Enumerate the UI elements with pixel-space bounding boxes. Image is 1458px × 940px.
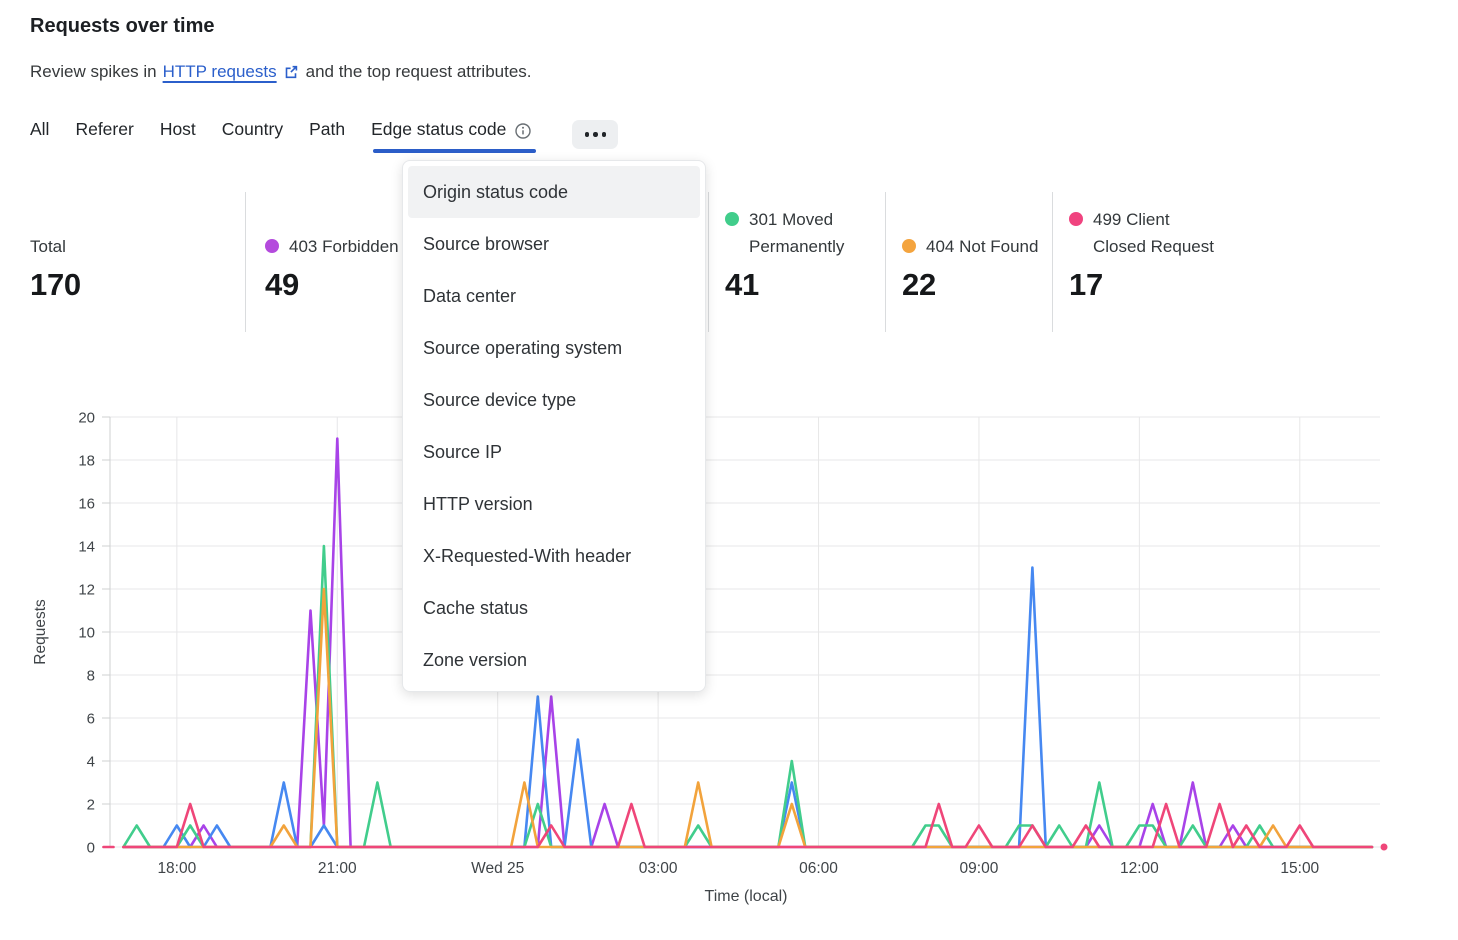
menu-item-data-center[interactable]: Data center — [423, 286, 517, 306]
external-link-icon[interactable] — [283, 64, 299, 80]
stat-value: 17 — [1069, 267, 1103, 302]
tab-label: Path — [309, 119, 346, 139]
stat-404-not-found: 404 Not Found 22 — [902, 205, 1096, 303]
y-tick-label: 0 — [87, 840, 95, 857]
x-tick-label: 21:00 — [318, 860, 357, 877]
y-tick-label: 8 — [87, 668, 95, 685]
y-tick-label: 12 — [78, 582, 95, 599]
x-tick-label: 09:00 — [960, 860, 999, 877]
y-tick-label: 16 — [78, 496, 95, 513]
legend-dot-499-client-closed-request — [1069, 212, 1083, 227]
tab-label: Country — [221, 119, 284, 139]
stat-value: 22 — [902, 267, 936, 302]
legend-dot-403-forbidden — [265, 238, 279, 253]
x-tick-label: 06:00 — [799, 860, 838, 877]
y-tick-label: 18 — [78, 453, 95, 470]
x-tick-label: 03:00 — [639, 860, 678, 877]
chart-gridlines — [102, 416, 1380, 848]
y-tick-label: 20 — [78, 410, 95, 427]
stat-499-client-closed-request: 499 Client Closed Request 17 — [1069, 205, 1221, 303]
stat-label-text: 499 Client Closed Request — [1093, 210, 1214, 256]
stats-divider — [708, 192, 709, 332]
http-requests-link[interactable]: HTTP requests — [162, 62, 277, 81]
tab-label: Edge status code — [371, 119, 507, 139]
tab-label: All — [30, 119, 50, 139]
menu-item-origin-status-code[interactable]: Origin status code — [408, 166, 700, 218]
chart-svg: 0 2 4 6 8 10 12 14 16 18 20 18:00 21:00 Wed 25 03:00 06… — [32, 410, 1388, 905]
info-icon[interactable] — [514, 122, 532, 140]
tab-label: Host — [159, 119, 196, 139]
stat-value: 49 — [265, 267, 299, 302]
subtitle-suffix: and the top request attributes. — [305, 62, 532, 81]
stat-label-text: Total — [30, 236, 66, 256]
stat-label-text: 301 Moved Permanently — [749, 210, 845, 256]
page-title: Requests over time — [30, 15, 215, 37]
stats-divider — [245, 192, 246, 332]
legend-dot-404-not-found — [902, 238, 916, 253]
x-tick-label: 12:00 — [1120, 860, 1159, 877]
tab-edge-status-code[interactable]: Edge status code — [371, 119, 537, 153]
stat-label-text: 403 Forbidden — [289, 236, 399, 256]
y-tick-label: 6 — [87, 711, 95, 728]
requests-chart: 0 2 4 6 8 10 12 14 16 18 20 18:00 21:00 Wed 25 03:00 06… — [0, 400, 1458, 940]
series-line-499 — [122, 802, 1374, 849]
stats-divider — [885, 192, 886, 332]
subtitle: Review spikes in HTTP requests and the t… — [30, 62, 532, 82]
series-line-403 — [122, 437, 1374, 849]
y-axis-title: Requests — [32, 599, 49, 665]
tab-country[interactable]: Country — [222, 119, 283, 153]
tab-path[interactable]: Path — [309, 119, 345, 153]
stat-403-forbidden: 403 Forbidden 49 — [265, 205, 449, 303]
y-tick-label: 10 — [78, 625, 95, 642]
tab-bar: All Referer Host Country Path Edge status cod… — [30, 119, 619, 153]
chart-series — [102, 437, 1388, 851]
chart-axis-labels: 0 2 4 6 8 10 12 14 16 18 20 18:00 21:00 Wed 25 03:00 06… — [78, 410, 1319, 878]
x-axis-title: Time (local) — [705, 888, 788, 905]
tab-host[interactable]: Host — [160, 119, 196, 153]
stat-value: 170 — [30, 267, 81, 302]
tab-referer[interactable]: Referer — [75, 119, 133, 153]
menu-item-x-requested-with-header[interactable]: X-Requested-With header — [423, 546, 632, 566]
ellipsis-icon — [584, 132, 607, 137]
x-tick-label: Wed 25 — [471, 860, 524, 877]
legend-dot-301-moved-permanently — [725, 212, 739, 227]
menu-item-cache-status[interactable]: Cache status — [423, 598, 529, 618]
stats-divider — [1052, 192, 1053, 332]
subtitle-prefix: Review spikes in — [30, 62, 157, 81]
y-tick-label: 2 — [87, 797, 95, 814]
stat-301-moved-permanently: 301 Moved Permanently 41 — [725, 205, 854, 303]
menu-item-source-ip[interactable]: Source IP — [423, 442, 503, 462]
series-end-dot-499 — [1380, 843, 1388, 851]
menu-item-source-browser[interactable]: Source browser — [423, 234, 550, 254]
stat-total: Total 170 — [30, 205, 81, 303]
stat-label-text: 404 Not Found — [926, 236, 1039, 256]
tab-all[interactable]: All — [30, 119, 49, 153]
more-tabs-button[interactable] — [572, 120, 619, 149]
y-tick-label: 4 — [87, 754, 95, 771]
x-tick-label: 15:00 — [1280, 860, 1319, 877]
tab-label: Referer — [75, 119, 134, 139]
stat-value: 41 — [725, 267, 759, 302]
menu-item-zone-version[interactable]: Zone version — [423, 650, 528, 670]
y-tick-label: 14 — [78, 539, 95, 556]
menu-item-http-version[interactable]: HTTP version — [423, 494, 533, 514]
attribute-menu: Origin status code Source browser Data cen… — [402, 160, 706, 692]
series-line-301 — [122, 544, 1374, 849]
menu-item-source-device-type[interactable]: Source device type — [423, 390, 577, 410]
menu-item-source-operating-system[interactable]: Source operating system — [423, 338, 623, 358]
x-tick-label: 18:00 — [157, 860, 196, 877]
